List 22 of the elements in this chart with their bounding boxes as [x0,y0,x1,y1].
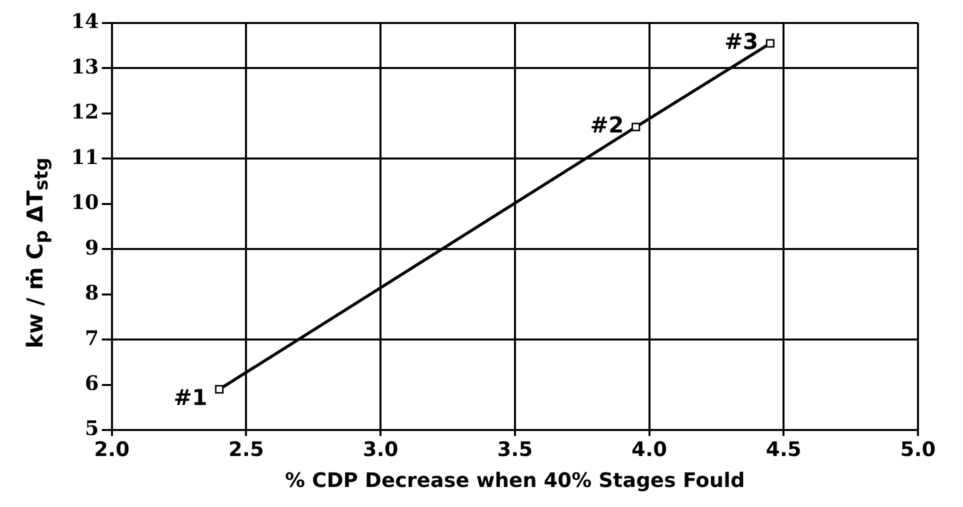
point [632,122,640,132]
y-tick-label: 7 [84,326,99,350]
x-tick-label: 5.0 [900,437,936,462]
point [215,385,224,394]
x-tick-label: 4.0 [632,437,667,462]
x-tick-label: 4.5 [766,437,802,462]
y-tick-label: 10 [70,190,99,214]
y-tick-label: 8 [84,280,99,305]
annotation: #3 [724,30,758,56]
y-tick-label: 12 [70,100,99,124]
y-tick-label: 14 [70,9,99,34]
point [766,39,774,48]
y-tick-label: 9 [84,235,99,260]
x-axis-title: % CDP Decrease when 40% Stages Fould [285,468,745,492]
x-tick-label: 2.5 [228,437,264,462]
x-tick-label: 3.0 [362,437,398,462]
y-tick-label: 13 [70,54,99,78]
x-tick-label: 3.5 [497,437,533,462]
y-tick-label: 11 [70,144,99,169]
annotation: #1 [174,386,208,412]
annotation: #2 [590,114,624,139]
y-tick-label: 6 [84,370,99,395]
